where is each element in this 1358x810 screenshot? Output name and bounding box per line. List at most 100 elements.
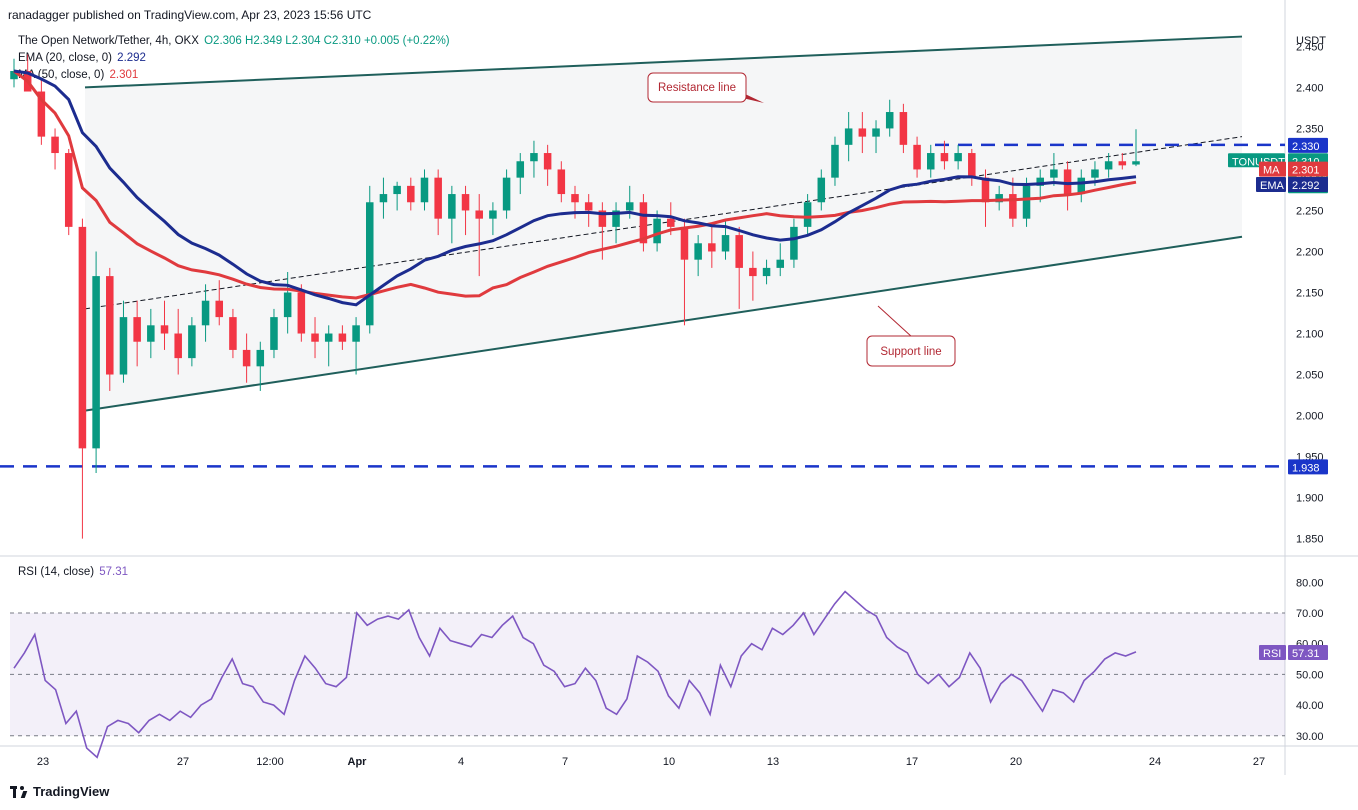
candle [215,280,224,326]
ema-value-tag: 2.292 [1288,177,1328,193]
ema-legend[interactable]: EMA (20, close, 0) 2.292 [18,52,146,64]
candle [776,243,785,277]
ma-label-tag-bg [1259,161,1286,177]
candle-body [1022,185,1031,219]
candle [817,169,826,211]
ema-label: EMA (20, close, 0) [18,52,112,64]
candle [475,194,483,277]
candle-body [981,177,990,203]
candle [393,181,401,211]
candle-body [543,153,552,170]
candle [899,103,908,154]
candle-body [242,349,251,367]
channel-midline [84,136,1243,310]
price-tick-label: 2.100 [1296,329,1324,341]
candle [10,58,18,88]
candle [242,333,251,383]
candle-body [653,218,661,244]
candle-body [160,325,169,334]
candle-body [489,210,497,219]
time-tick-label: 24 [1149,756,1161,768]
candle-body [598,210,607,227]
candle [872,120,880,154]
candle [420,169,429,211]
candle-body [858,128,867,137]
level-tag-2330-bg [1288,137,1328,153]
candle [352,317,360,375]
candle-body [530,153,538,162]
candle-body [968,153,976,178]
candle-body [37,91,46,137]
candle [1132,129,1140,167]
candle [229,308,237,359]
level-tag-1938-bg [1288,459,1328,475]
candle-body [407,185,415,203]
candle-body [256,349,265,367]
candle-body [954,153,962,162]
ema-value-tag-text: 2.292 [1292,180,1320,192]
candle [639,194,648,252]
tradingview-footer[interactable]: TradingView [10,784,109,799]
level-tag-2330-text: 2.330 [1292,141,1320,153]
time-tick-label: 17 [906,756,918,768]
candle [940,140,949,170]
candle-body [913,144,921,170]
candle [1077,169,1086,203]
rsi-legend[interactable]: RSI (14, close) 57.31 [18,566,128,578]
candle-body [201,300,210,326]
symbol-legend: The Open Network/Tether, 4h, OKX O2.306 … [18,35,450,47]
candle-body [502,177,511,211]
candle-body [174,333,182,359]
candle-body [270,317,278,350]
candle-body [995,194,1003,203]
candle [995,185,1003,211]
candle-body [1063,169,1072,195]
candle-body [297,292,306,334]
candle-body [133,317,141,342]
candle [324,325,333,367]
candle [530,140,538,178]
candle [283,271,292,334]
rsi-value-tag-bg [1288,644,1328,660]
time-tick-label: 10 [663,756,675,768]
candle [407,177,415,211]
candle [461,185,470,236]
candle [92,251,100,473]
candle [188,317,196,367]
price-tick-label: 2.450 [1296,41,1324,53]
ema-value-tag-bg [1288,177,1328,193]
candle [502,169,511,219]
candle [557,161,566,203]
level-tag-2330: 2.330 [1288,137,1328,153]
time-tick-label: 7 [562,756,568,768]
channel-fill [85,36,1242,411]
candle [954,144,962,170]
symbol-title[interactable]: The Open Network/Tether, 4h, OKX [18,35,199,47]
candle [160,300,169,350]
candle-body [557,169,566,195]
candle-body [872,128,880,137]
candle-body [434,177,442,219]
candle-body [147,325,155,342]
candle [133,300,141,367]
candle-body [365,202,374,326]
ma-label-tag-text: MA [1263,165,1280,177]
candle-body [283,292,292,318]
candle [256,341,265,391]
candle-body [584,202,593,211]
candle-body [844,128,853,145]
candle [270,308,278,359]
candle-body [420,177,429,203]
candle-body [1009,194,1017,219]
candle-body [352,325,360,342]
candle-body [188,325,196,359]
candle [612,202,620,244]
ema-label-tag: EMA [1256,177,1286,193]
candle-body [749,267,757,277]
candle [694,235,702,277]
candle [885,99,894,137]
ma-label-tag: MA [1259,161,1286,177]
candle [338,325,347,350]
candle [680,218,689,326]
